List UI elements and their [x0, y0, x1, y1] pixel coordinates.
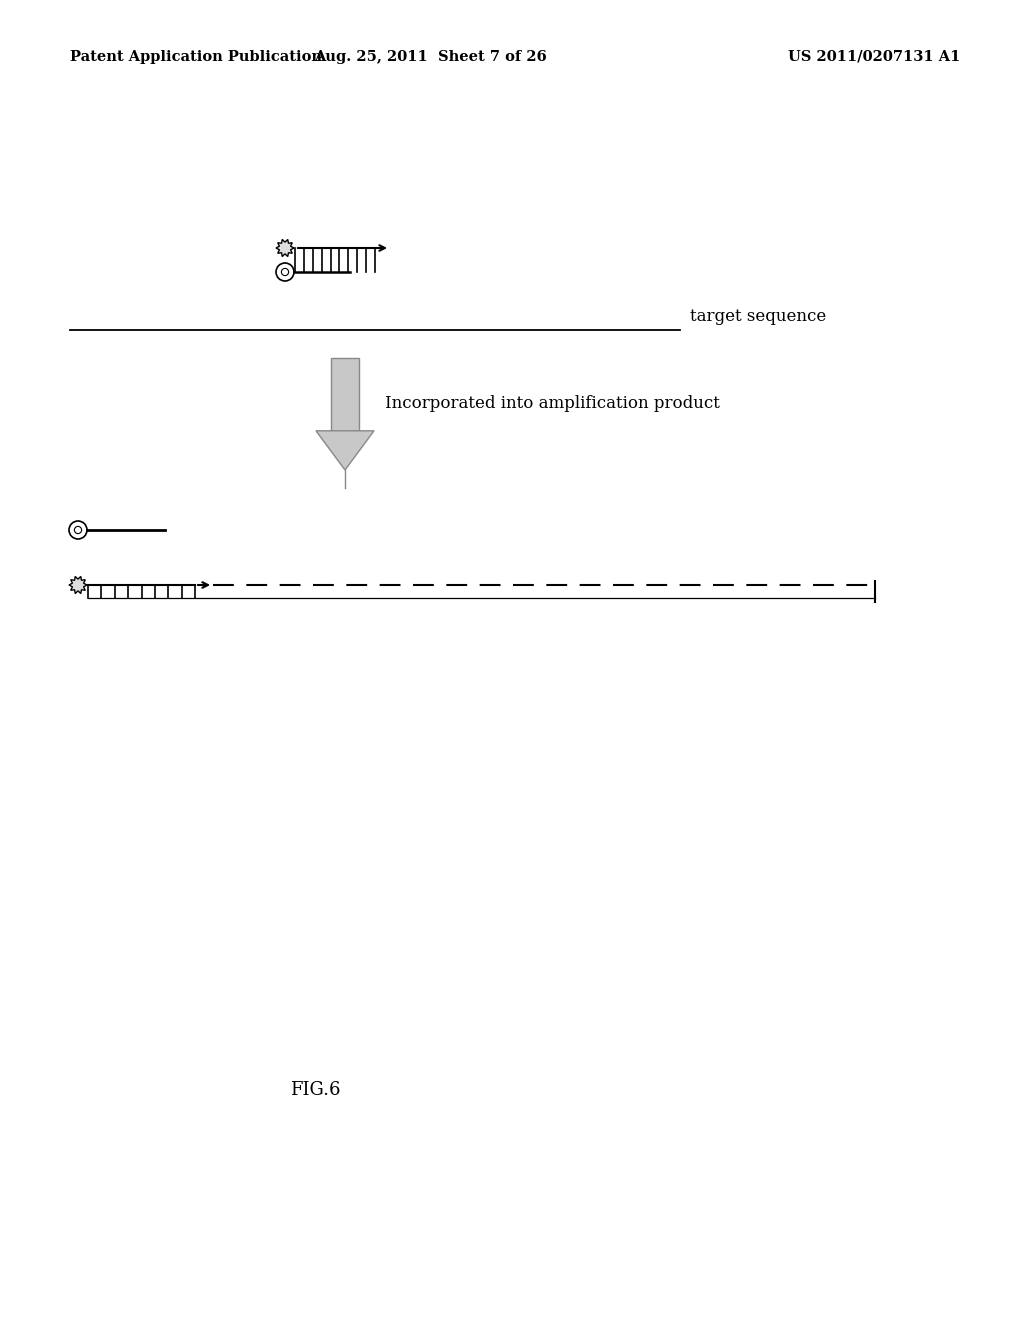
Text: US 2011/0207131 A1: US 2011/0207131 A1 — [787, 50, 961, 63]
Text: Patent Application Publication: Patent Application Publication — [70, 50, 322, 63]
Polygon shape — [316, 430, 374, 470]
Bar — [331, 358, 359, 430]
Polygon shape — [276, 239, 294, 256]
Text: Incorporated into amplification product: Incorporated into amplification product — [385, 396, 720, 412]
Polygon shape — [69, 577, 87, 594]
Text: FIG.6: FIG.6 — [290, 1081, 341, 1100]
Text: Aug. 25, 2011  Sheet 7 of 26: Aug. 25, 2011 Sheet 7 of 26 — [313, 50, 547, 63]
Text: target sequence: target sequence — [690, 308, 826, 325]
